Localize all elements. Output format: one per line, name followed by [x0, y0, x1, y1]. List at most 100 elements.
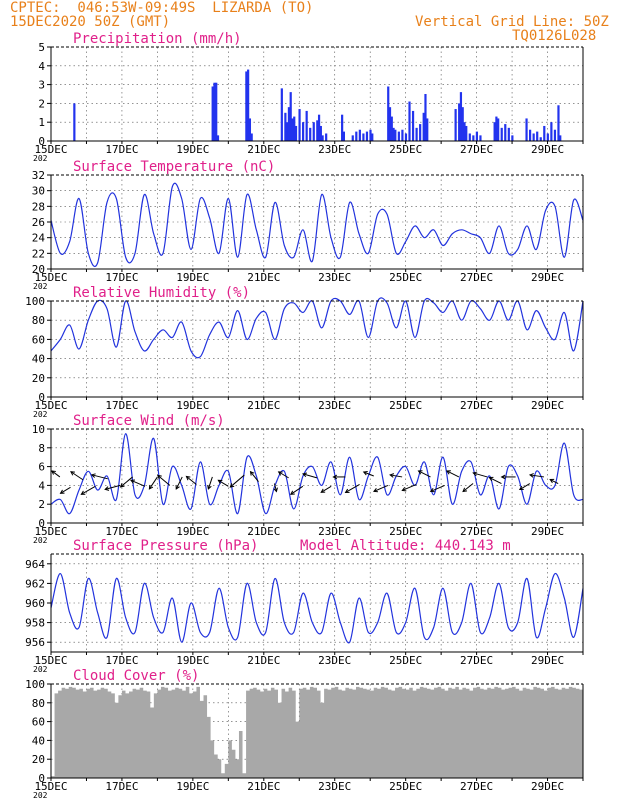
y-tick-label: 964: [25, 558, 45, 571]
precip-bar: [546, 133, 549, 141]
wind-arrow: [473, 472, 488, 478]
x-tick-label: 15DEC: [34, 654, 67, 667]
x-tick-label: 25DEC: [389, 780, 422, 793]
wind-arrow-head: [175, 484, 180, 490]
series-line: [50, 182, 584, 267]
precip-bar: [536, 131, 539, 141]
x-tick-label: 17DEC: [105, 271, 138, 284]
series-line: [50, 433, 584, 515]
precip-bar: [411, 110, 415, 141]
precip-bar: [245, 71, 248, 141]
y-tick-label: 40: [32, 734, 45, 747]
y-tick-label: 30: [32, 185, 45, 198]
precip-bar: [358, 129, 361, 141]
wind-arrow-head: [229, 483, 235, 488]
precip-bar: [351, 135, 354, 141]
precip-bar: [305, 110, 308, 141]
wind-arrow-head: [417, 470, 423, 475]
x-tick-label: 25DEC: [389, 143, 422, 156]
x-tick-label: 29DEC: [531, 143, 564, 156]
y-tick-label: 962: [25, 577, 45, 590]
x-tick-label: 21DEC: [247, 399, 280, 412]
precip-bar: [463, 122, 466, 141]
wind-arrow: [489, 477, 502, 484]
y-tick-label: 2: [38, 498, 45, 511]
precip-bar: [529, 129, 532, 141]
wind-arrow: [519, 483, 531, 490]
x-tick-label: 23DEC: [318, 654, 351, 667]
x-tick-label: 17DEC: [105, 654, 138, 667]
wind-arrow-head: [70, 471, 75, 476]
wind-arrow-head: [90, 473, 96, 478]
x-tick-label: 17DEC: [105, 143, 138, 156]
x-tick-label: 23DEC: [318, 143, 351, 156]
wind-arrow-head: [51, 470, 56, 475]
precip-bar: [215, 82, 218, 141]
x-tick-label: 29DEC: [531, 525, 564, 538]
precip-bar: [507, 127, 510, 141]
wind-arrow-head: [104, 486, 110, 491]
wind-arrow-head: [362, 471, 368, 476]
precip-bar: [287, 107, 291, 141]
panel-title: Surface Wind (m/s): [73, 413, 225, 429]
y-tick-label: 960: [25, 597, 45, 610]
precip-bar: [468, 133, 471, 141]
x-tick-label: 21DEC: [247, 525, 280, 538]
y-tick-label: 0: [38, 517, 45, 530]
wind-arrow-head: [80, 490, 86, 495]
x-tick-label: 19DEC: [176, 271, 209, 284]
precip-bar: [550, 122, 553, 141]
x-tick-label: 27DEC: [460, 143, 493, 156]
wind-arrow: [549, 479, 559, 484]
cloud-area: [51, 686, 583, 778]
x-tick-label: 29DEC: [531, 780, 564, 793]
y-tick-label: 60: [32, 716, 45, 729]
x-tick-label: 15DEC: [34, 780, 67, 793]
wind-arrow-head: [462, 487, 468, 493]
x-tick-label: 21DEC: [247, 654, 280, 667]
wind-arrow-head: [217, 479, 223, 485]
precip-bar: [404, 133, 408, 141]
panel-2: [47, 174, 584, 272]
wind-arrow-head: [289, 490, 295, 495]
precip-bar: [458, 103, 461, 141]
wind-arrow: [81, 485, 96, 495]
precip-bar: [371, 133, 374, 141]
x-tick-label: 21DEC: [247, 780, 280, 793]
precip-bar: [532, 133, 535, 141]
precip-bar: [316, 120, 319, 141]
precip-bar: [426, 118, 429, 141]
precip-bar: [475, 131, 478, 141]
panel-title: Relative Humidity (%): [73, 285, 250, 301]
x-tick-label: 25DEC: [389, 525, 422, 538]
precip-bar: [394, 129, 397, 141]
wind-arrow: [402, 484, 417, 491]
wind-arrow-head: [148, 484, 154, 490]
wind-arrow-head: [59, 489, 65, 494]
wind-arrow-head: [273, 487, 278, 493]
header: CPTEC: 046:53W-09:49S LIZARDA (TO) 15DEC…: [0, 0, 618, 48]
y-tick-label: 80: [32, 314, 45, 327]
x-tick-label: 15DEC: [34, 399, 67, 412]
y-tick-label: 20: [32, 753, 45, 766]
wind-arrow: [302, 473, 318, 479]
wind-arrow-head: [401, 487, 407, 492]
precip-bar: [309, 127, 312, 141]
precip-bar: [365, 131, 369, 141]
wind-arrow-head: [344, 488, 350, 493]
precip-bar: [465, 125, 468, 141]
wind-arrow: [290, 485, 304, 495]
precip-bar: [504, 124, 507, 141]
wind-arrow-head: [320, 488, 326, 493]
wind-arrow-head: [445, 470, 451, 475]
precip-bar: [317, 114, 321, 141]
y-tick-label: 0: [38, 772, 45, 785]
wind-arrow-head: [332, 474, 338, 480]
wind-arrow-head: [185, 475, 191, 481]
wind-arrow-head: [472, 471, 478, 477]
wind-arrow: [278, 471, 289, 479]
precip-bar: [73, 103, 76, 141]
y-tick-label: 26: [32, 216, 45, 229]
precip-bar: [302, 122, 305, 141]
precip-bar: [213, 82, 216, 141]
